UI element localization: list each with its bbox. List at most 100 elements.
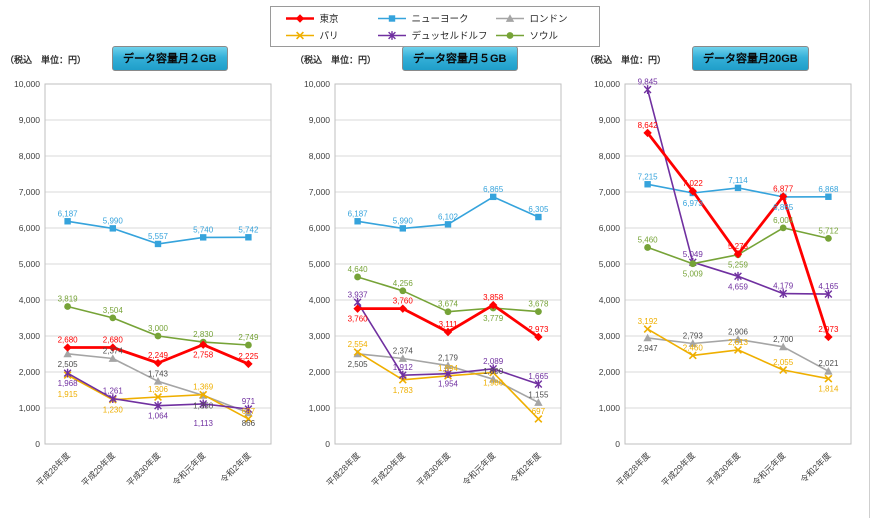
svg-text:2,000: 2,000: [309, 367, 331, 377]
svg-text:2,505: 2,505: [348, 360, 369, 369]
svg-text:6,877: 6,877: [773, 184, 794, 193]
svg-text:5,259: 5,259: [728, 261, 749, 270]
svg-text:1,000: 1,000: [19, 403, 41, 413]
svg-text:5,460: 5,460: [638, 235, 659, 244]
svg-text:6,102: 6,102: [438, 212, 459, 221]
svg-text:1,986: 1,986: [483, 379, 504, 388]
svg-text:0: 0: [35, 439, 40, 449]
seoul-series-marker-icon: [495, 31, 524, 39]
chart-panel-2gb: （税込 単位：円） データ容量月２GB 0 1,000 2,000 3,000 4,00…: [0, 44, 290, 518]
svg-text:2,758: 2,758: [193, 351, 214, 360]
svg-text:2,680: 2,680: [103, 336, 124, 345]
svg-text:9,845: 9,845: [638, 78, 659, 87]
svg-text:7,215: 7,215: [638, 172, 659, 181]
svg-text:4,640: 4,640: [348, 265, 369, 274]
legend-item-tokyo: 東京: [285, 11, 377, 25]
svg-text:0: 0: [615, 439, 620, 449]
svg-text:3,858: 3,858: [483, 293, 504, 302]
svg-text:10,000: 10,000: [304, 79, 330, 89]
svg-text:6,973: 6,973: [683, 199, 704, 208]
svg-text:2,680: 2,680: [58, 336, 79, 345]
svg-text:4,179: 4,179: [773, 282, 794, 291]
svg-text:7,022: 7,022: [683, 179, 704, 188]
svg-text:3,192: 3,192: [638, 317, 659, 326]
legend-item-seoul: ソウル: [495, 28, 585, 42]
unit-label-20gb: （税込 単位：円）: [585, 55, 667, 65]
legend-label-london: ロンドン: [529, 14, 568, 25]
svg-text:7,000: 7,000: [19, 187, 41, 197]
svg-text:4,659: 4,659: [728, 282, 749, 291]
svg-text:6,187: 6,187: [58, 209, 79, 218]
svg-text:8,000: 8,000: [309, 151, 331, 161]
svg-text:6,000: 6,000: [19, 223, 41, 233]
svg-text:3,674: 3,674: [438, 300, 459, 309]
svg-text:2,793: 2,793: [683, 331, 704, 340]
svg-text:8,000: 8,000: [599, 151, 621, 161]
legend-label-tokyo: 東京: [319, 14, 339, 25]
svg-text:5,009: 5,009: [683, 270, 704, 279]
svg-text:3,504: 3,504: [103, 306, 124, 315]
svg-text:2,460: 2,460: [683, 343, 704, 352]
svg-text:1,306: 1,306: [148, 385, 169, 394]
svg-text:2,554: 2,554: [348, 340, 369, 349]
unit-label-5gb: （税込 単位：円）: [295, 55, 377, 65]
svg-text:2,249: 2,249: [148, 351, 169, 360]
svg-text:平成30年度: 平成30年度: [125, 450, 163, 488]
svg-text:10,000: 10,000: [594, 79, 620, 89]
legend-item-london: ロンドン: [495, 11, 585, 25]
svg-text:3,000: 3,000: [309, 331, 331, 341]
svg-text:平成30年度: 平成30年度: [415, 450, 453, 488]
svg-text:3,678: 3,678: [528, 300, 549, 309]
svg-text:7,000: 7,000: [599, 187, 621, 197]
svg-text:2,505: 2,505: [58, 360, 79, 369]
svg-text:2,973: 2,973: [528, 325, 549, 334]
svg-text:2,000: 2,000: [19, 367, 41, 377]
svg-text:6,000: 6,000: [599, 223, 621, 233]
svg-text:1,155: 1,155: [528, 390, 549, 399]
svg-text:2,374: 2,374: [393, 347, 414, 356]
tokyo-series-marker-icon: [285, 13, 314, 23]
svg-text:3,111: 3,111: [439, 320, 458, 329]
svg-text:4,000: 4,000: [19, 295, 41, 305]
london-series-marker-icon: [495, 13, 524, 22]
svg-text:平成28年度: 平成28年度: [614, 450, 652, 488]
svg-text:4,000: 4,000: [309, 295, 331, 305]
svg-text:6,187: 6,187: [348, 209, 369, 218]
svg-text:2,179: 2,179: [438, 354, 459, 363]
svg-text:5,712: 5,712: [818, 226, 839, 235]
svg-text:3,000: 3,000: [19, 331, 41, 341]
svg-text:平成29年度: 平成29年度: [369, 450, 407, 488]
svg-text:5,000: 5,000: [599, 259, 621, 269]
paris-series-marker-icon: [285, 31, 314, 39]
svg-text:1,000: 1,000: [599, 403, 621, 413]
svg-text:9,000: 9,000: [309, 115, 331, 125]
line-chart-5gb: 0 1,000 2,000 3,000 4,000 5,000 6,000 7,000 8,00…: [304, 79, 562, 488]
svg-text:2,613: 2,613: [728, 338, 749, 347]
svg-text:2,830: 2,830: [193, 330, 214, 339]
svg-text:5,740: 5,740: [193, 225, 214, 234]
svg-text:3,779: 3,779: [483, 314, 504, 323]
svg-text:2,374: 2,374: [103, 347, 124, 356]
unit-label-2gb: （税込 単位：円）: [5, 55, 87, 65]
svg-text:8,642: 8,642: [638, 121, 659, 130]
svg-text:6,000: 6,000: [309, 223, 331, 233]
svg-text:697: 697: [532, 407, 546, 416]
legend-item-dusseldorf: デュッセルドルフ: [377, 28, 495, 42]
svg-text:7,000: 7,000: [309, 187, 331, 197]
svg-text:5,273: 5,273: [728, 242, 749, 251]
svg-text:1,915: 1,915: [58, 390, 79, 399]
svg-text:3,819: 3,819: [58, 295, 79, 304]
svg-text:5,000: 5,000: [309, 259, 331, 269]
legend-label-seoul: ソウル: [529, 31, 559, 42]
svg-text:1,968: 1,968: [58, 379, 79, 388]
svg-text:令和2年度: 令和2年度: [218, 450, 253, 485]
svg-text:2,021: 2,021: [818, 359, 839, 368]
svg-text:6,865: 6,865: [483, 185, 504, 194]
svg-text:6,868: 6,868: [818, 185, 839, 194]
svg-text:5,049: 5,049: [683, 250, 704, 259]
svg-text:平成28年度: 平成28年度: [34, 450, 72, 488]
svg-text:971: 971: [242, 397, 256, 406]
svg-text:3,937: 3,937: [348, 290, 369, 299]
svg-text:6,865: 6,865: [773, 203, 794, 212]
svg-text:平成30年度: 平成30年度: [705, 450, 743, 488]
